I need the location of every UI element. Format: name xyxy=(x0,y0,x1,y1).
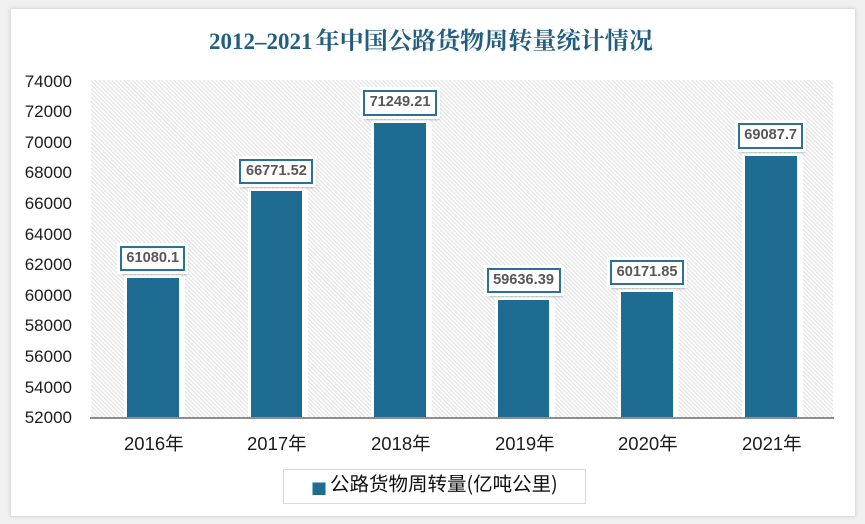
svg-text:2016: 2016 xyxy=(124,433,165,454)
svg-text:2017: 2017 xyxy=(247,433,288,454)
svg-text:2018: 2018 xyxy=(371,433,412,454)
svg-text:2021: 2021 xyxy=(742,433,783,454)
svg-text:2020: 2020 xyxy=(618,433,659,454)
svg-text:2019: 2019 xyxy=(495,433,536,454)
svg-text:2012–2021: 2012–2021 xyxy=(209,29,313,54)
